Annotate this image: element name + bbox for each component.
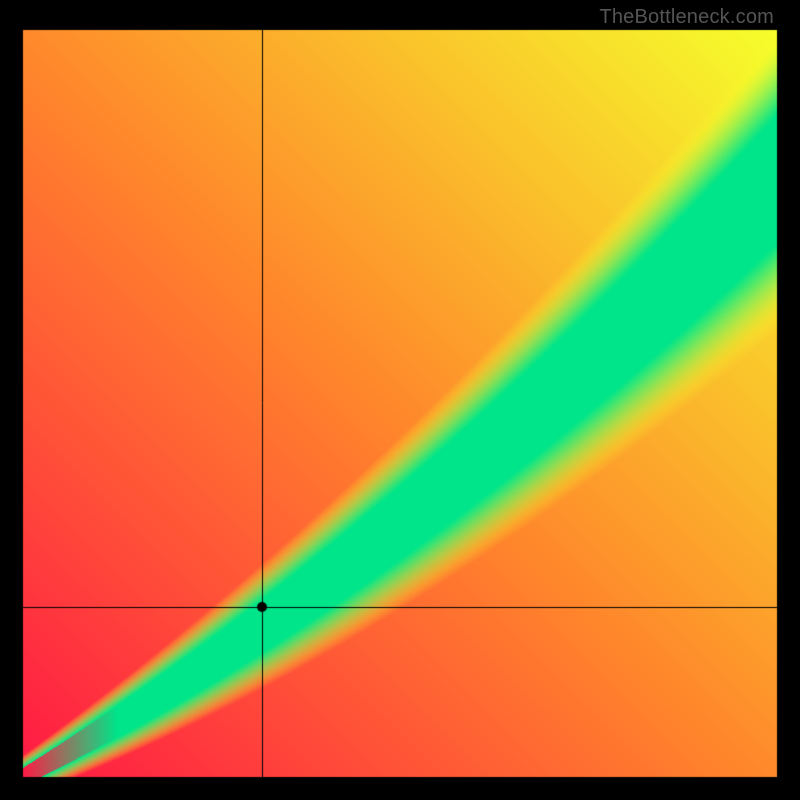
watermark-text: TheBottleneck.com [599,6,774,29]
chart-container: TheBottleneck.com [0,0,800,800]
heatmap-canvas [0,0,800,800]
